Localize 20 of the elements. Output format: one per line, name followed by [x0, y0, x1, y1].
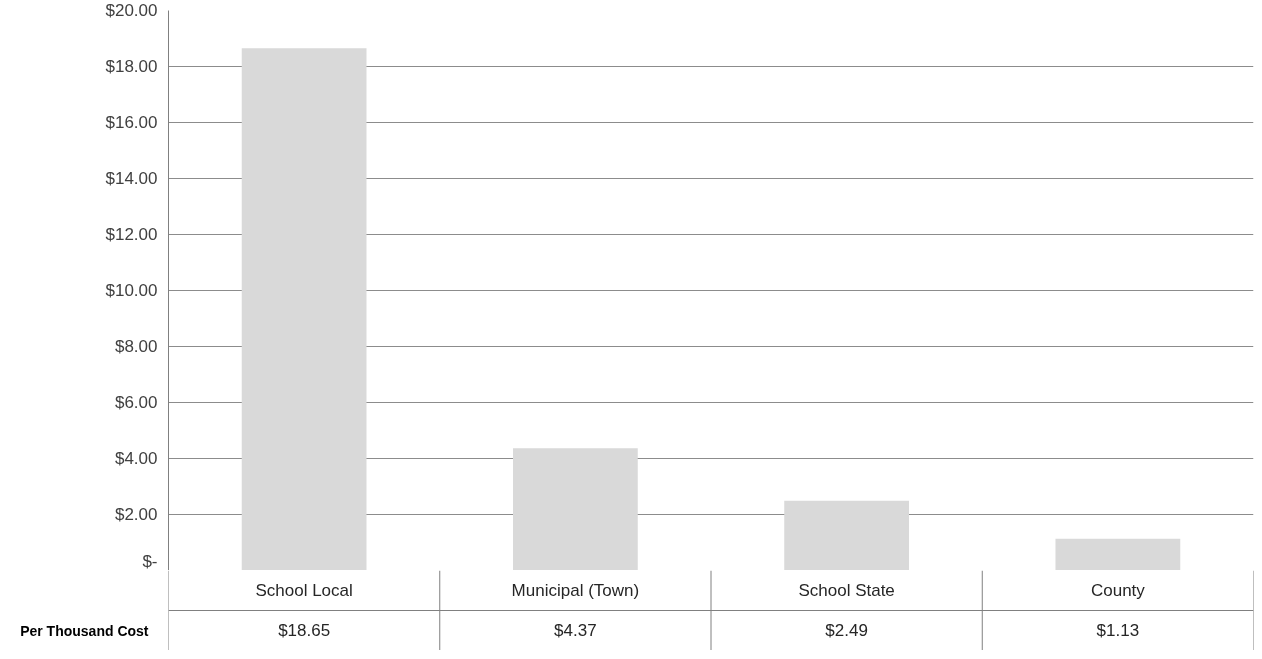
y-tick-label: $18.00	[105, 57, 158, 76]
y-tick-label: $2.00	[114, 505, 158, 524]
data-label: $18.65	[278, 621, 331, 640]
y-tick-label: $4.00	[114, 449, 158, 468]
y-tick-label: $12.00	[105, 225, 158, 244]
data-label: $2.49	[825, 621, 868, 640]
x-tick-label: County	[1090, 581, 1146, 600]
y-tick-label: $8.00	[114, 337, 158, 356]
y-tick-label: $16.00	[105, 113, 158, 132]
x-tick-label: Municipal (Town)	[511, 581, 640, 600]
y-tick-label: $10.00	[105, 281, 158, 300]
x-tick-label: School State	[798, 581, 895, 600]
y-tick-label: $14.00	[105, 169, 158, 188]
data-label: $4.37	[554, 621, 597, 640]
data-label: $1.13	[1096, 621, 1140, 640]
y-tick-label: $-	[142, 551, 158, 571]
y-tick-label: $6.00	[114, 393, 158, 412]
text: Per Thousand Cost	[20, 622, 149, 639]
x-tick-label: School Local	[255, 581, 353, 600]
y-tick-label: $20.00	[105, 1, 158, 20]
